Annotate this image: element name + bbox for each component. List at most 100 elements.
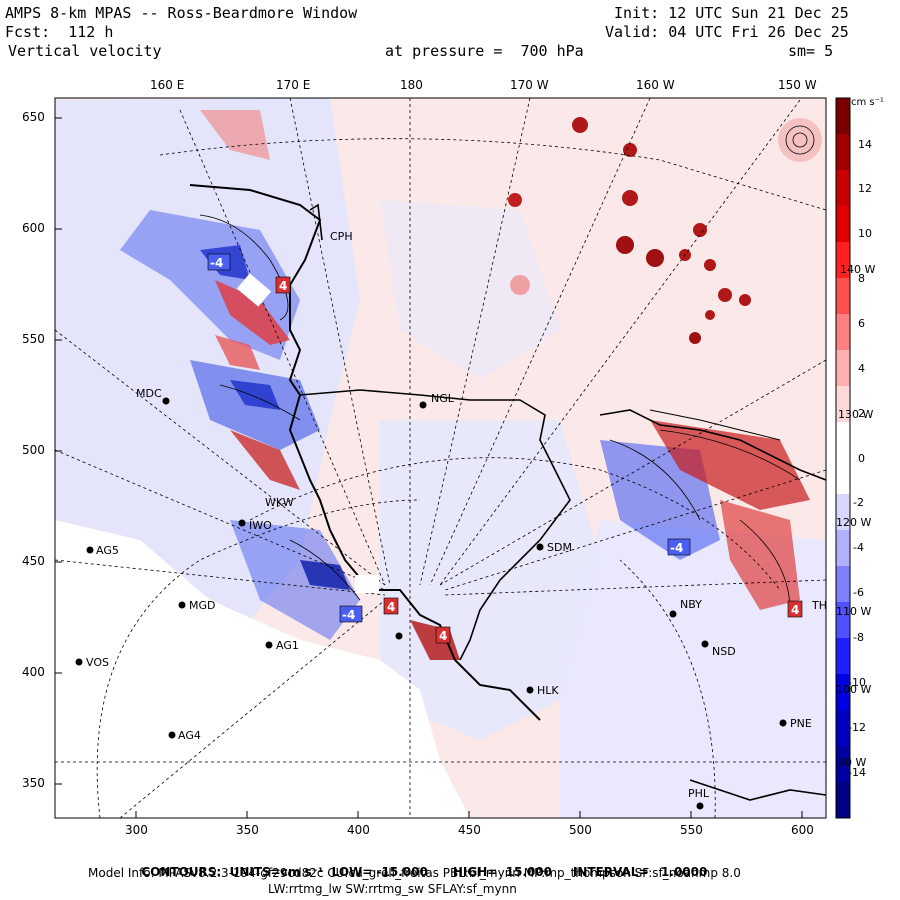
contour-line [609,439,701,521]
high-label: HIGH= 15.000 [452,865,553,879]
footer-contours: CONTOURS: UNITS=cm s⁻¹ LOW= -15.000 HIGH… [133,851,707,879]
station-dot [779,719,787,727]
colorbar-swatch [836,746,850,783]
colorbar-swatch [836,458,850,495]
station-dot [526,686,534,694]
latitude-circle [249,457,781,591]
longitude-overlay-label: 90 W [838,756,866,769]
positive-band [215,280,290,345]
station-label: TH [811,599,827,612]
min-marker [207,253,231,271]
max-marker-label: 4 [387,600,395,614]
top-axis-label: 150 W [778,78,817,92]
contour-line [785,125,815,155]
colorbar-label: 14 [858,138,872,151]
left-axis-label: 550 [22,332,45,346]
positive-cell [705,310,715,320]
station-dot [162,397,170,405]
longitude-overlay-label: 120 W [836,516,871,529]
left-axis-label: 650 [22,110,45,124]
station-dot [86,546,94,554]
station-dot [536,543,544,551]
latitude-circle [96,499,421,818]
top-axis-label: 170 W [510,78,549,92]
colorbar-frame [835,97,851,819]
station-label: CPH [330,230,353,243]
positive-cell [646,249,664,267]
positive-cell [616,236,634,254]
colorbar-swatch [836,206,850,243]
negative-band [300,560,350,590]
colorbar-label: 2 [858,407,865,420]
meridian [439,359,826,586]
station-label: HLK [537,684,559,697]
negative-region [55,98,360,620]
colorbar-label: -10 [848,676,866,689]
colorbar-swatch [836,242,850,279]
left-axis-label: 350 [22,776,45,790]
colorbar-swatch [836,134,850,171]
max-marker-label: 4 [791,603,799,617]
colorbar-swatch [836,782,850,819]
meridian [419,98,531,586]
positive-cell [622,190,638,206]
station-dot [178,601,186,609]
init-time: Init: 12 UTC Sun 21 Dec 25 [614,4,849,22]
ice-shelf-edge [299,389,571,661]
meridian [55,559,386,596]
units-label: UNITS=cm s⁻¹ [229,865,324,879]
max-marker [787,600,803,618]
colorbar-swatch [836,638,850,675]
colorbar-swatch [836,278,850,315]
positive-band [650,420,810,510]
station-dot [75,658,83,666]
station-label: NSD [712,645,736,658]
longitude-overlay-label: 110 W [836,605,871,618]
max-marker-label: 4 [439,629,447,643]
left-axis-label: 600 [22,221,45,235]
field-name: Vertical velocity [8,42,162,60]
bottom-axis-label: 350 [236,823,259,837]
terrain-mask [236,273,272,307]
forecast-hour: Fcst: 112 h [5,23,114,41]
station-label: NBY [680,598,702,611]
station-dot [168,731,176,739]
positive-band [200,110,270,160]
coastline [689,779,826,801]
max-marker-label: 4 [279,279,287,293]
smoothing: sm= 5 [788,42,834,60]
min-marker [667,538,691,556]
min-marker-label: -4 [210,256,223,270]
latitude-circle [619,559,716,818]
station-label: PNE [790,717,812,730]
valid-time: Valid: 04 UTC Fri 26 Dec 25 [605,23,849,41]
positive-cell [689,332,701,344]
station-label: VOS [86,656,109,669]
colorbar-label: -4 [853,541,864,554]
station-label: AG5 [96,544,119,557]
positive-cell [623,143,637,157]
positive-cell [693,223,707,237]
positive-cell [572,117,588,133]
colorbar-label: -12 [848,721,866,734]
station-label: SDM [547,541,572,554]
station-dot [238,519,246,527]
max-marker [383,597,399,615]
colorbar-swatch [836,350,850,387]
station-dot [696,802,704,810]
contour-line [199,214,289,321]
colorbar-swatch [836,602,850,639]
meridian [289,98,391,586]
contour-lines [199,125,815,611]
meridian [444,469,826,591]
graticule [55,98,826,818]
colorbar-label: 0 [858,452,865,465]
bottom-axis-label: 300 [125,823,148,837]
min-marker-label: -4 [342,608,355,622]
interval-label: INTERVAL= 1.0000 [572,865,708,879]
positive-cell [739,294,751,306]
meridian [439,99,801,586]
station-label: MDC [136,387,162,400]
negative-region [380,200,560,380]
longitude-overlay-label: 140 W [840,263,875,276]
